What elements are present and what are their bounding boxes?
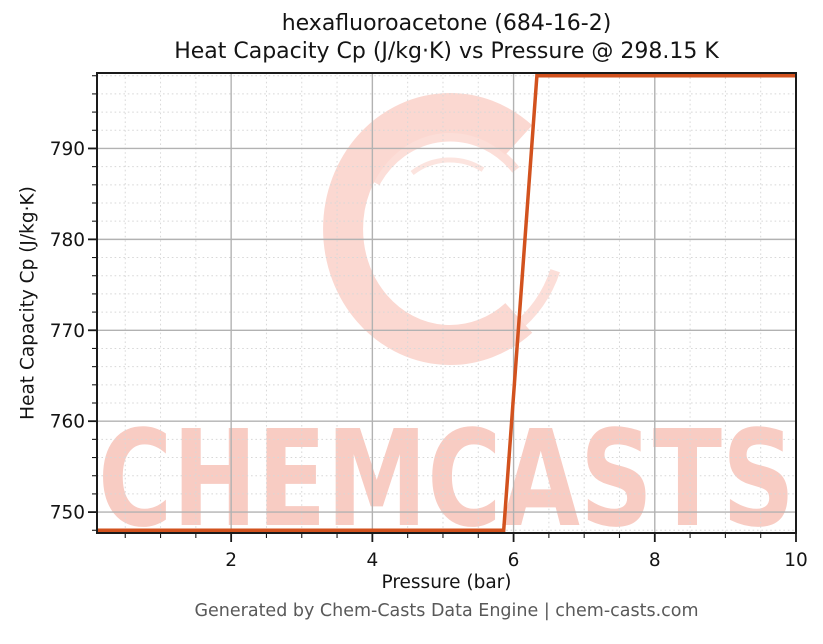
x-axis-label: Pressure (bar) [381, 572, 512, 593]
chart-title-line1: hexafluoroacetone (684-16-2) [281, 11, 612, 36]
chemcasts-c-logo-inner-swirl2 [410, 157, 485, 176]
y-tick-label: 790 [50, 139, 85, 160]
y-tick-label: 770 [50, 321, 85, 342]
x-tick-label: 4 [366, 550, 378, 571]
x-tick-label: 2 [225, 550, 237, 571]
chemcasts-c-logo [323, 93, 533, 365]
chemcasts-c-logo-inner-swirl [371, 132, 520, 186]
y-tick-label: 780 [50, 230, 85, 251]
chart-title-line2: Heat Capacity Cp (J/kg·K) vs Pressure @ … [174, 39, 719, 64]
x-tick-label: 8 [649, 550, 661, 571]
footer-credit-text: Generated by Chem-Casts Data Engine | ch… [194, 601, 699, 621]
plot-border [96, 72, 797, 534]
y-axis-label: Heat Capacity Cp (J/kg·K) [17, 186, 39, 420]
y-tick-label: 750 [50, 503, 85, 524]
x-tick-label: 10 [784, 550, 808, 571]
cp-data-line [97, 73, 796, 533]
y-tick-label: 760 [50, 412, 85, 433]
x-tick-label: 6 [508, 550, 520, 571]
